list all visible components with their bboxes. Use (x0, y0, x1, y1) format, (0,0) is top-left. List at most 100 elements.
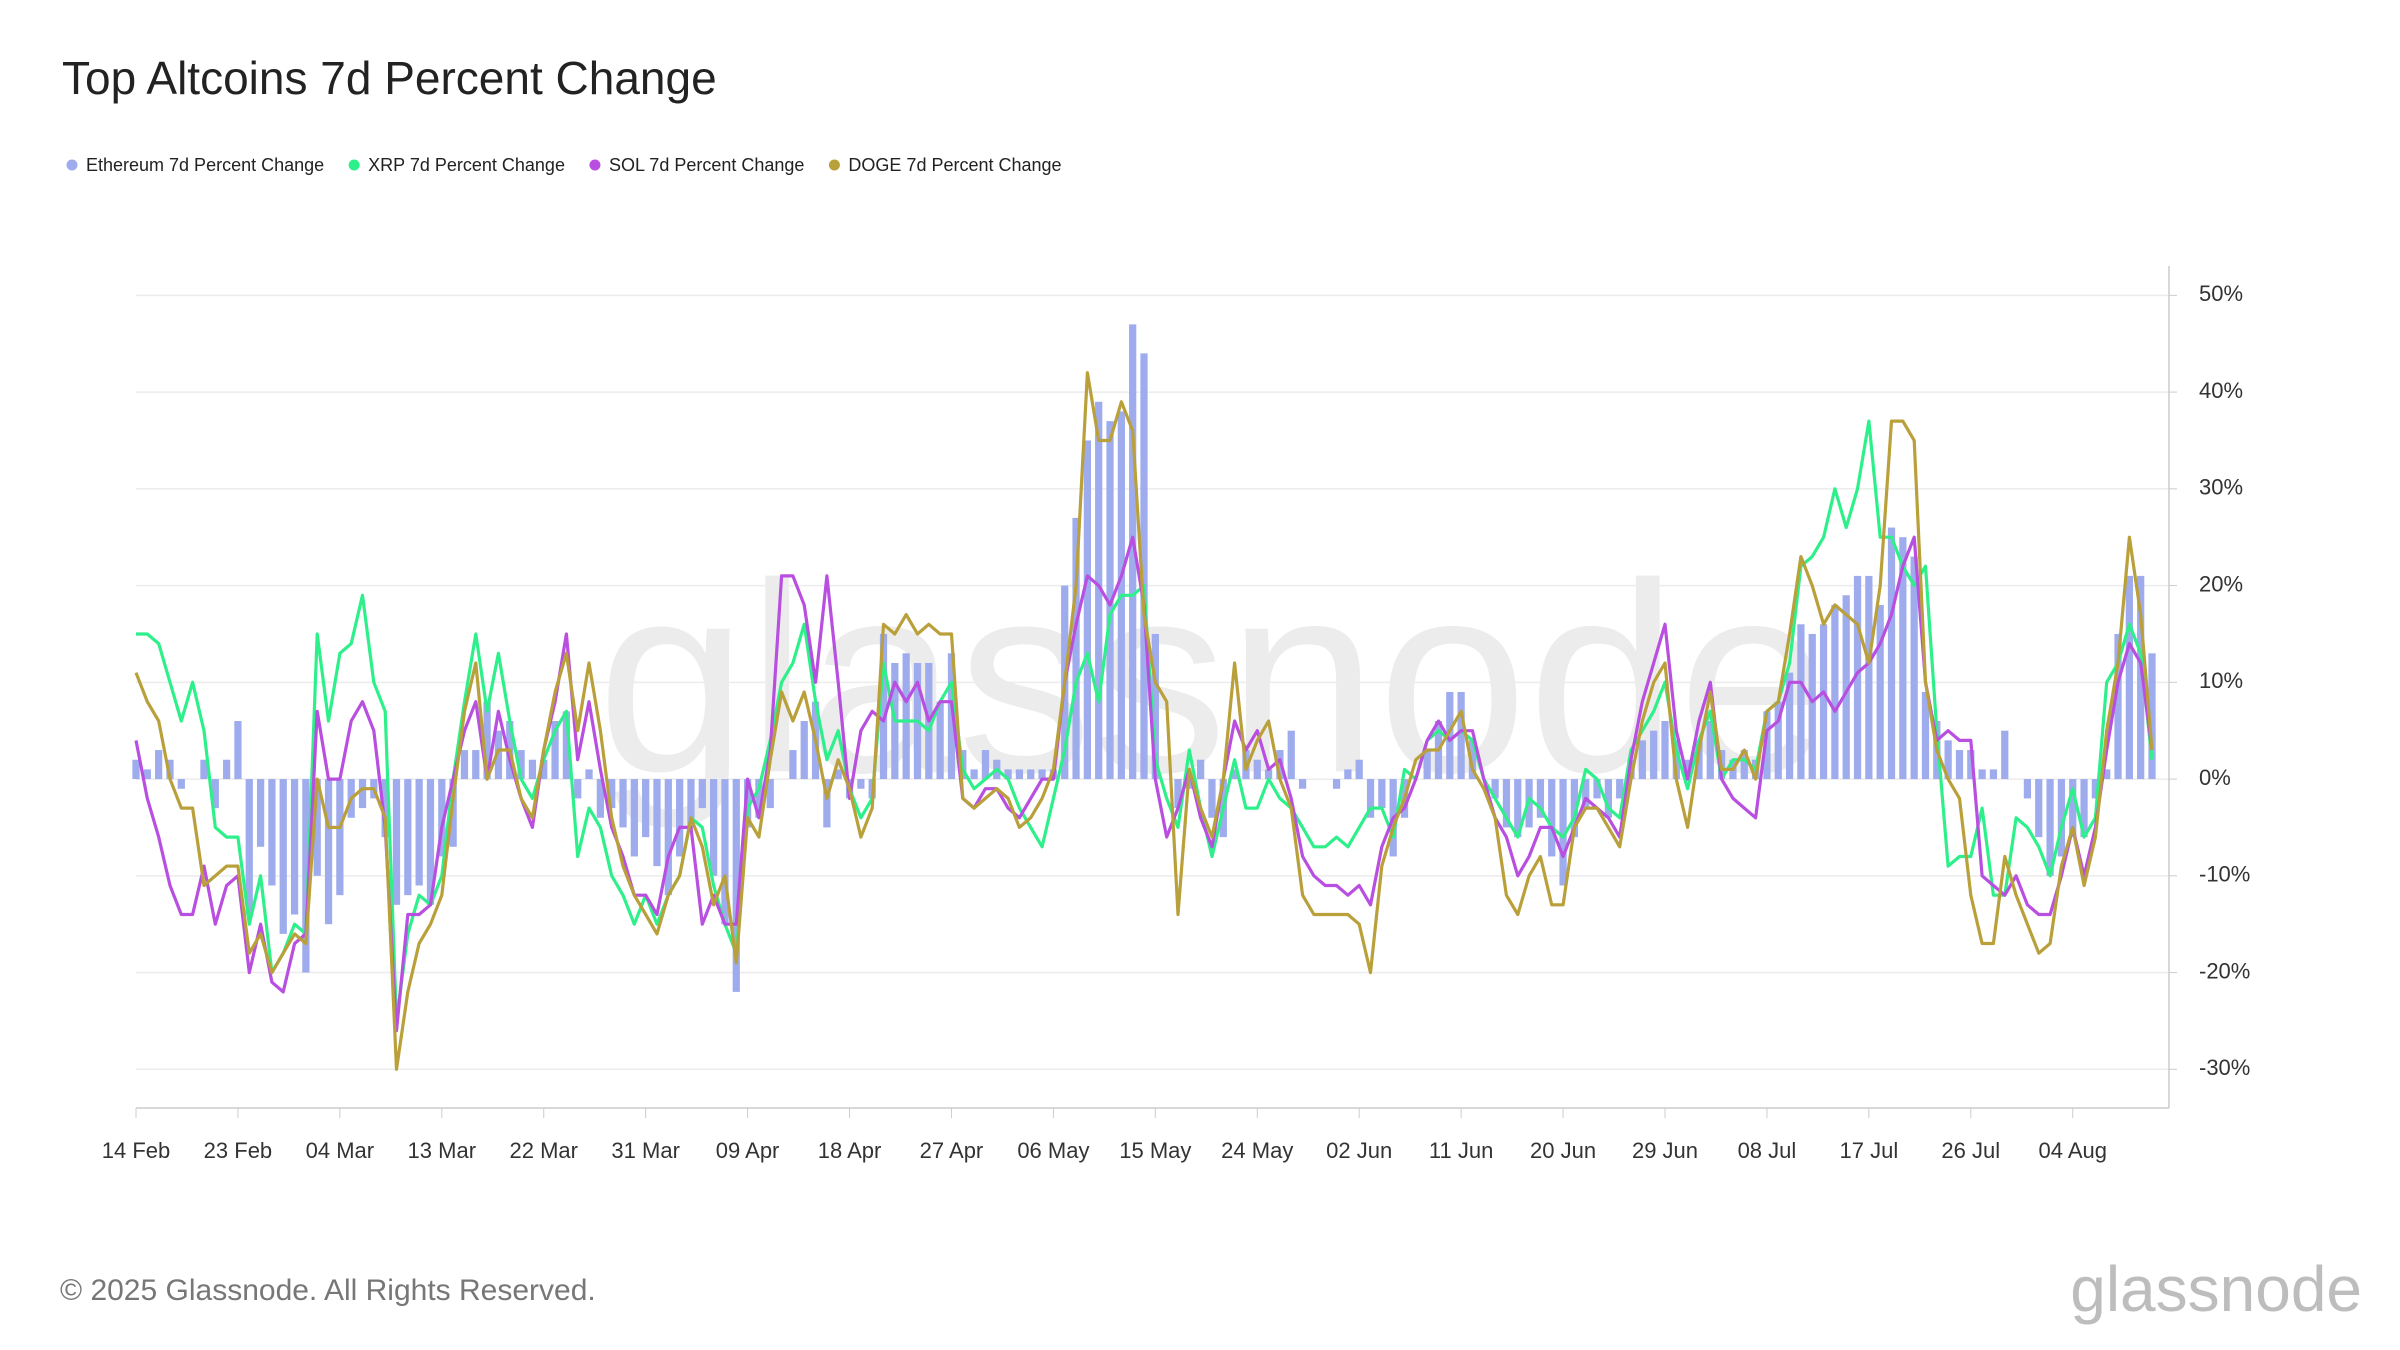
bar (879, 633, 888, 780)
bar (1661, 721, 1669, 780)
bar (404, 779, 412, 896)
bar (540, 759, 548, 780)
bar (1253, 759, 1261, 780)
bar (630, 779, 638, 857)
bar (1570, 779, 1579, 838)
bar (823, 779, 831, 828)
x-tick-label: 08 Jul (1738, 1138, 1797, 1163)
bar (1197, 759, 1205, 780)
bar (1808, 633, 1816, 780)
bar (324, 779, 333, 925)
x-tick-label: 13 Mar (408, 1138, 476, 1163)
bar (2125, 575, 2133, 780)
bar (608, 779, 616, 809)
line (134, 371, 2154, 1071)
bar (1853, 575, 1862, 780)
chart-title: Top Altcoins 7d Percent Change (62, 52, 717, 104)
bar (268, 779, 276, 886)
bar (1298, 779, 1307, 789)
bar (1616, 779, 1624, 799)
bar (1819, 624, 1828, 780)
bar (415, 779, 423, 886)
bar (619, 779, 627, 828)
bar (2035, 779, 2043, 838)
bar (970, 769, 978, 780)
bar (1230, 769, 1239, 780)
bar (1072, 517, 1080, 780)
bar (789, 750, 797, 780)
bar (1559, 779, 1567, 886)
bar (721, 779, 729, 925)
bar (336, 779, 344, 896)
bar (1797, 624, 1805, 780)
bar (517, 750, 525, 780)
bar (1899, 537, 1907, 780)
bar (438, 779, 446, 857)
bar (1967, 750, 1975, 780)
bar (2069, 779, 2077, 838)
bar (664, 779, 672, 896)
bar (596, 779, 604, 818)
footer: © 2025 Glassnode. All Rights Reserved. (60, 1274, 596, 1307)
x-tick-label: 09 Apr (716, 1138, 780, 1163)
legend-dot (66, 159, 78, 171)
bar (256, 779, 265, 847)
bar (1672, 740, 1680, 780)
bar (562, 711, 571, 780)
bar (1502, 779, 1511, 828)
bar (494, 730, 503, 780)
bar (1287, 730, 1295, 780)
bar (2023, 779, 2032, 799)
bar (528, 759, 537, 780)
bar (1004, 769, 1012, 780)
bar (381, 779, 389, 838)
bar (1027, 769, 1035, 780)
bar (1038, 769, 1046, 780)
bar (1468, 740, 1477, 780)
bar (483, 701, 491, 780)
line (136, 419, 2154, 1023)
y-tick-label: -20% (2199, 958, 2250, 983)
bar (1740, 750, 1748, 780)
bar (1095, 401, 1103, 780)
bar (155, 750, 163, 780)
bar (981, 750, 990, 780)
bar (1593, 779, 1601, 799)
bar (1446, 692, 1454, 780)
bar (1989, 769, 1998, 780)
bar (1491, 779, 1499, 799)
bar (755, 779, 763, 818)
bar (732, 779, 740, 992)
bar (1514, 779, 1522, 838)
bar (2057, 779, 2066, 857)
bar (1332, 779, 1341, 789)
x-tick-label: 02 Jun (1326, 1138, 1392, 1163)
legend-label: DOGE 7d Percent Change (848, 155, 1061, 175)
y-tick-label: 0% (2199, 765, 2231, 790)
legend-dot (589, 159, 601, 171)
bar (857, 779, 865, 789)
bar (1978, 769, 1986, 780)
bar (1344, 769, 1352, 780)
bar (1015, 769, 1024, 780)
y-tick-label: 30% (2199, 475, 2243, 500)
bar (1876, 604, 1884, 780)
bar (653, 779, 661, 867)
bar (166, 759, 174, 780)
bar (2080, 779, 2088, 838)
bar (1706, 721, 1714, 780)
legend-label: SOL 7d Percent Change (609, 155, 804, 175)
x-tick-label: 14 Feb (102, 1138, 171, 1163)
bar (1842, 595, 1850, 780)
y-tick-label: 20% (2199, 571, 2243, 596)
bar (1083, 440, 1092, 780)
bar (177, 779, 185, 789)
x-tick-label: 26 Jul (1941, 1138, 2000, 1163)
y-tick-label: 50% (2199, 281, 2243, 306)
bar (834, 769, 842, 780)
bar (1684, 759, 1692, 780)
bar (472, 750, 480, 780)
bar (2091, 779, 2100, 799)
bar (313, 779, 321, 876)
